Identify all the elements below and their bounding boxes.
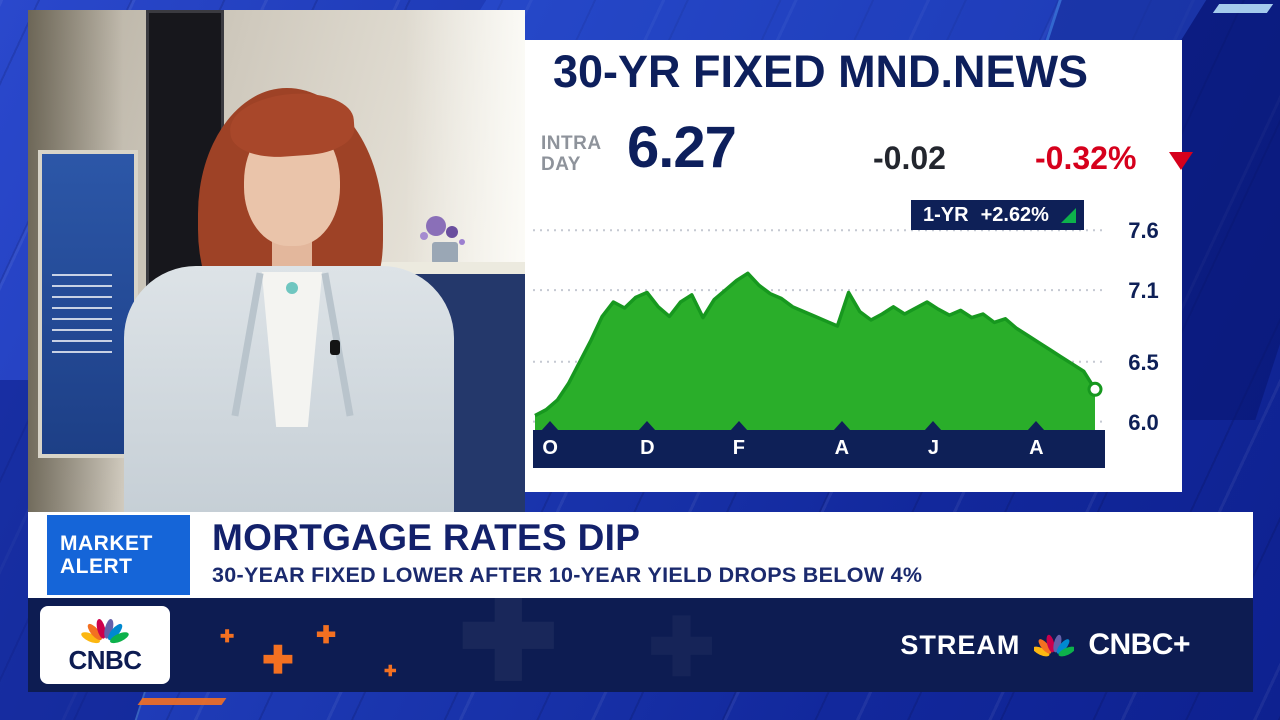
price-change: -0.02 <box>873 140 946 176</box>
x-tick-label: O <box>542 437 558 459</box>
lapel-mic <box>330 340 340 355</box>
market-alert-badge: MARKET ALERT <box>47 515 190 595</box>
wall-poster <box>38 150 138 458</box>
background-accent <box>1212 4 1274 13</box>
ticker-title: 30-YR FIXED MND.NEWS <box>553 46 1089 97</box>
necklace-pendant <box>286 282 298 294</box>
down-arrow-icon <box>1169 152 1193 170</box>
x-tick-marker <box>729 421 748 431</box>
y-tick-label: 7.6 <box>1128 218 1159 244</box>
trend-triangle-icon <box>1060 207 1076 223</box>
cnbc-peacock-icon <box>81 618 129 645</box>
range-badge: 1-YR +2.62% <box>911 200 1084 230</box>
y-tick-label: 7.1 <box>1128 278 1159 304</box>
plus-decoration-icon: ✚ <box>262 640 294 682</box>
plus-pattern-icon: ✚ <box>458 598 559 692</box>
quote-stats: INTRA DAY 6.27 -0.02 -0.32% <box>541 115 1193 200</box>
cnbc-peacock-icon <box>1034 633 1075 658</box>
range-badge-value: +2.62% <box>980 203 1049 226</box>
plus-decoration-icon: ✚ <box>316 622 337 649</box>
x-tick-label: A <box>834 437 850 459</box>
y-axis-labels: 7.6 7.1 6.5 6.0 <box>1113 198 1174 434</box>
flower-vase <box>432 242 458 264</box>
y-tick-label: 6.0 <box>1128 409 1159 435</box>
background-accent <box>137 698 227 705</box>
stream-brand: CNBC+ <box>1088 628 1190 661</box>
x-tick-label: F <box>732 437 746 459</box>
x-tick-label: J <box>927 437 939 459</box>
alert-line2: ALERT <box>60 555 133 578</box>
x-tick-marker <box>638 421 657 431</box>
flower-bouquet <box>426 216 446 236</box>
period-label: INTRA DAY <box>541 133 602 175</box>
video-feed: Z <box>28 10 525 512</box>
period-line1: INTRA <box>541 133 602 154</box>
x-tick-marker <box>924 421 943 431</box>
chart-line <box>534 271 1097 418</box>
ticker-panel: 30-YR FIXED MND.NEWS INTRA DAY 6.27 -0.0… <box>525 40 1193 492</box>
subheadline: 30-YEAR FIXED LOWER AFTER 10-YEAR YIELD … <box>212 562 923 587</box>
last-price: 6.27 <box>627 115 737 180</box>
x-tick-marker <box>541 421 560 431</box>
rate-area-chart <box>533 229 1105 430</box>
rate-chart: 1-YR +2.62% 7.6 7.1 6.5 6.0 O D F A <box>533 198 1174 470</box>
headline: MORTGAGE RATES DIP <box>212 517 641 558</box>
x-tick-marker <box>832 421 851 431</box>
x-tick-marker <box>1027 421 1046 431</box>
stream-promo: STREAM CNBC+ <box>900 598 1190 692</box>
chart-area-fill <box>535 273 1095 430</box>
alert-line1: MARKET <box>60 531 153 555</box>
banner-text: MORTGAGE RATES DIP 30-YEAR FIXED LOWER A… <box>212 512 922 598</box>
y-tick-label: 6.5 <box>1128 349 1159 375</box>
plus-decoration-icon: ✚ <box>220 627 235 646</box>
range-badge-label: 1-YR <box>923 203 969 226</box>
cnbc-logo: CNBC <box>40 606 170 684</box>
x-tick-label: A <box>1029 437 1044 459</box>
stream-label: STREAM <box>900 629 1021 660</box>
lower-third-banner: MARKET ALERT MORTGAGE RATES DIP 30-YEAR … <box>28 512 1253 598</box>
percent-change: -0.32% <box>1035 140 1137 176</box>
footer-bar: ✚ ✚ CNBC ✚ ✚ ✚ ✚ STREAM CNBC+ <box>28 598 1253 692</box>
chart-end-marker <box>1087 381 1103 397</box>
plus-pattern-icon: ✚ <box>648 608 715 688</box>
cnbc-logo-text: CNBC <box>68 645 142 675</box>
plus-decoration-icon: ✚ <box>384 663 397 680</box>
period-line2: DAY <box>541 153 581 175</box>
x-tick-label: D <box>640 437 655 459</box>
x-axis: O D F A J A <box>533 421 1105 468</box>
